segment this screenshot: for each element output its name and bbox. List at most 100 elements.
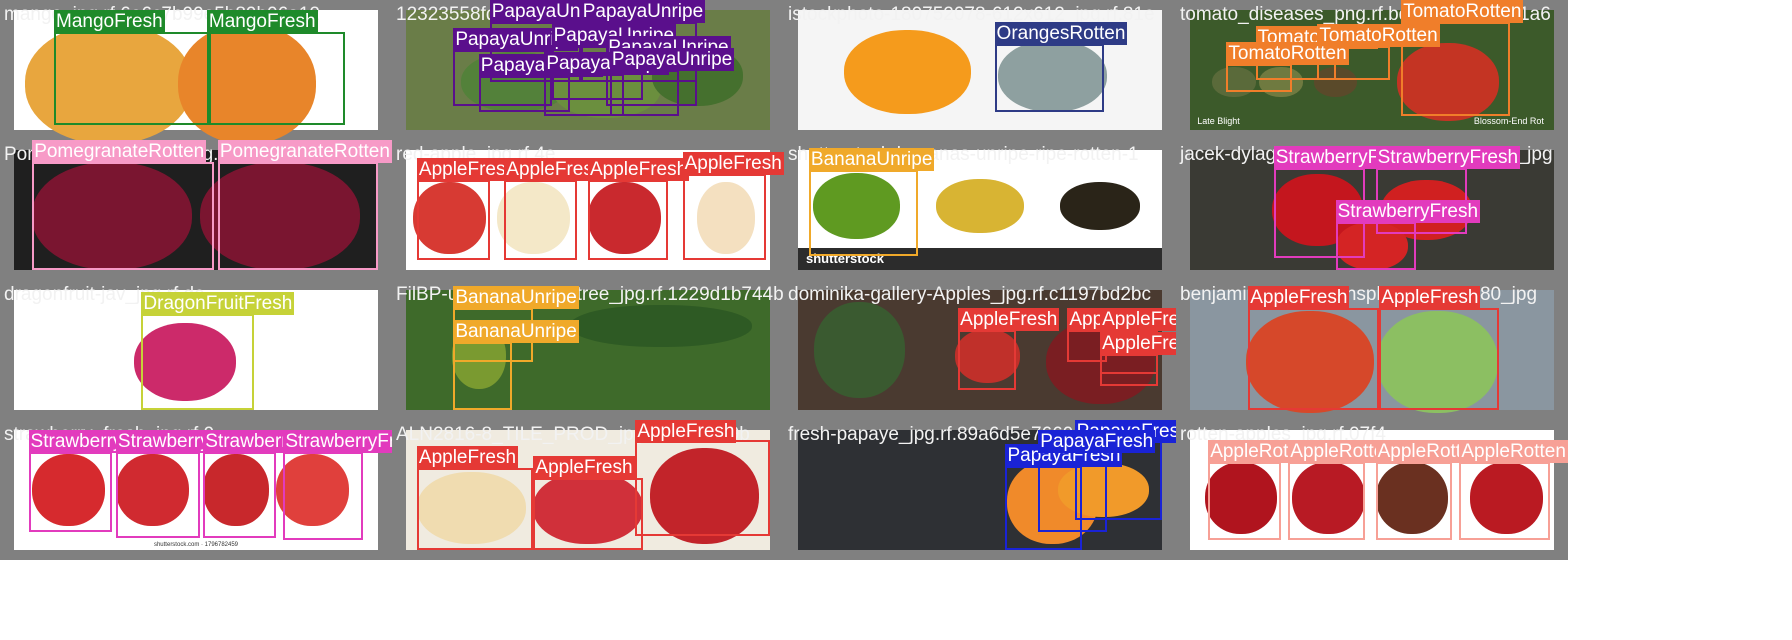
fruit-shape	[1397, 43, 1500, 121]
detection-label: AppleRotten	[1459, 440, 1568, 464]
image-tile: shutterstock.com · 1796782459strawberry_…	[0, 420, 392, 560]
detection-label: AppleFresh	[416, 158, 519, 181]
detection-label: MangoFresh	[54, 9, 165, 33]
fruit-shape	[1291, 462, 1365, 535]
fruit-shape	[177, 24, 317, 140]
detection-label: AppleFresh	[635, 420, 737, 443]
tile-photo	[1190, 290, 1554, 413]
image-tile: 12323558fd1.jpg.rf.3b4b3PapayaUnripePapa…	[392, 0, 784, 140]
fruit-shape	[954, 329, 1021, 383]
image-tile: istockphoto-180752078-612x612_jpg.rf.81e…	[784, 0, 1176, 140]
fruit-shape	[32, 162, 193, 270]
detection-label: TomatoRotten	[1317, 24, 1440, 47]
image-tile: dragonfruit-jav_jpg.rf.de DragonFruitFres…	[0, 280, 392, 420]
detection-box	[504, 180, 578, 261]
detection-label: AppleRotten	[1375, 440, 1485, 464]
tile-filename: dominika-gallery-Apples_jpg.rf.c1197bd2b…	[788, 284, 1151, 305]
detection-box	[994, 43, 1104, 112]
detection-label: PomegranateRotten	[32, 140, 207, 163]
detection-label: TomatoRotten	[1226, 42, 1349, 65]
fruit-shape	[697, 182, 756, 255]
fruit-shape	[814, 302, 906, 398]
fruit-shape	[1259, 67, 1303, 97]
fruit-shape	[998, 40, 1108, 112]
detection-box	[635, 439, 770, 536]
image-tile: red-apple_jpg.rf.4e AppleFresh AppleFresh A…	[392, 140, 784, 280]
detection-label: AppleFresh	[682, 152, 784, 175]
fruit-shape	[569, 305, 752, 347]
fruit-shape	[32, 454, 105, 526]
detection-box	[283, 451, 364, 541]
tile-photo	[406, 430, 770, 550]
fruit-shape	[1375, 462, 1449, 535]
detection-box	[1459, 462, 1551, 541]
fruit-shape	[533, 472, 643, 544]
photo-caption: Late Blight	[1197, 115, 1240, 126]
tile-photo	[14, 150, 378, 270]
detection-label: PomegranateRotten	[217, 140, 392, 163]
detection-box	[588, 180, 669, 261]
detection-label: StrawberryFresh	[1335, 200, 1481, 223]
detection-box	[54, 31, 211, 126]
detection-box	[1005, 466, 1082, 550]
detection-box	[1375, 462, 1453, 541]
detection-mosaic: mango_jpg.rf.6e6c7b99e5b89b06a12MangoFre…	[0, 0, 1568, 560]
fruit-shape	[134, 323, 237, 401]
detection-box	[1288, 462, 1365, 541]
detection-label: OrangesRotten	[994, 21, 1128, 45]
detection-label: PapayaUnripe	[453, 27, 578, 51]
detection-label: BananaUnripe	[453, 319, 579, 343]
detection-label: PapayaUnripe	[609, 48, 735, 71]
fruit-shape	[413, 182, 487, 255]
detection-box	[1248, 308, 1380, 410]
detection-box	[808, 170, 919, 256]
fruit-shape	[1060, 182, 1141, 231]
tile-filename: istockphoto-180752078-612x612_jpg.rf.81e	[788, 4, 1155, 25]
fruit-shape	[1470, 462, 1544, 535]
detection-box	[1379, 308, 1500, 410]
image-tile: mango_jpg.rf.6e6c7b99e5b89b06a12MangoFre…	[0, 0, 392, 140]
detection-label: AppleFresh	[1100, 331, 1176, 355]
image-tile: jacek-dylag-559115-unsplash-1440x480_jpg…	[1176, 140, 1568, 280]
detection-box	[609, 70, 679, 116]
photo-caption: shutterstock.com · 1796782459	[153, 542, 239, 548]
detection-box	[958, 329, 1017, 390]
detection-label: AppleFresh	[1248, 286, 1350, 309]
image-tile: benjamin-brunner-unsplash-1440x480_jpg Ap…	[1176, 280, 1568, 420]
detection-label: AppleFresh	[533, 456, 635, 479]
fruit-shape	[1377, 311, 1498, 413]
fruit-shape	[812, 173, 900, 240]
detection-label: AppleFresh	[1100, 307, 1176, 331]
detection-label: BananaUnripe	[808, 148, 935, 172]
image-tile: ALN2816-8_TILE_PROD_jpg.rf.1416c39b Apple…	[392, 420, 784, 560]
image-tile: Pomegranate_rotten_jpg.rfPomegranateRott…	[0, 140, 392, 280]
tile-filename: rotten-apples_jpg.rf.07f4	[1180, 424, 1386, 445]
detection-box	[115, 451, 200, 538]
detection-label: AppleFresh	[504, 158, 606, 181]
detection-label: PapayaFresh	[1038, 429, 1156, 453]
detection-box	[203, 451, 277, 538]
tile-photo	[406, 290, 770, 410]
fruit-shape	[936, 179, 1024, 234]
detection-box	[1335, 222, 1416, 270]
detection-box	[478, 76, 570, 112]
fruit-shape	[649, 448, 760, 544]
fruit-shape	[1211, 67, 1256, 97]
detection-label: BananaUnripe	[453, 286, 579, 309]
detection-box	[32, 162, 215, 270]
detection-label: MangoFresh	[206, 9, 318, 33]
detection-box	[1226, 64, 1292, 92]
detection-label: AppleFresh	[1379, 286, 1481, 309]
image-tile: shutterstock shutterstock-bananas-unripe-…	[784, 140, 1176, 280]
detection-label: AppleFresh	[958, 307, 1060, 331]
detection-label: DragonFruitFresh	[141, 292, 295, 315]
detection-box	[1208, 462, 1281, 541]
image-tile: fresh-papaye_jpg.rf.89a6d5e7660c PapayaFr…	[784, 420, 1176, 560]
photo-caption: Blossom-End Rot	[1473, 115, 1544, 126]
fruit-shape	[588, 182, 661, 255]
detection-box	[533, 478, 643, 550]
detection-box	[453, 341, 512, 410]
detection-label: StrawberryFresh	[283, 429, 392, 453]
detection-box	[28, 451, 113, 532]
detection-box	[1100, 353, 1159, 386]
